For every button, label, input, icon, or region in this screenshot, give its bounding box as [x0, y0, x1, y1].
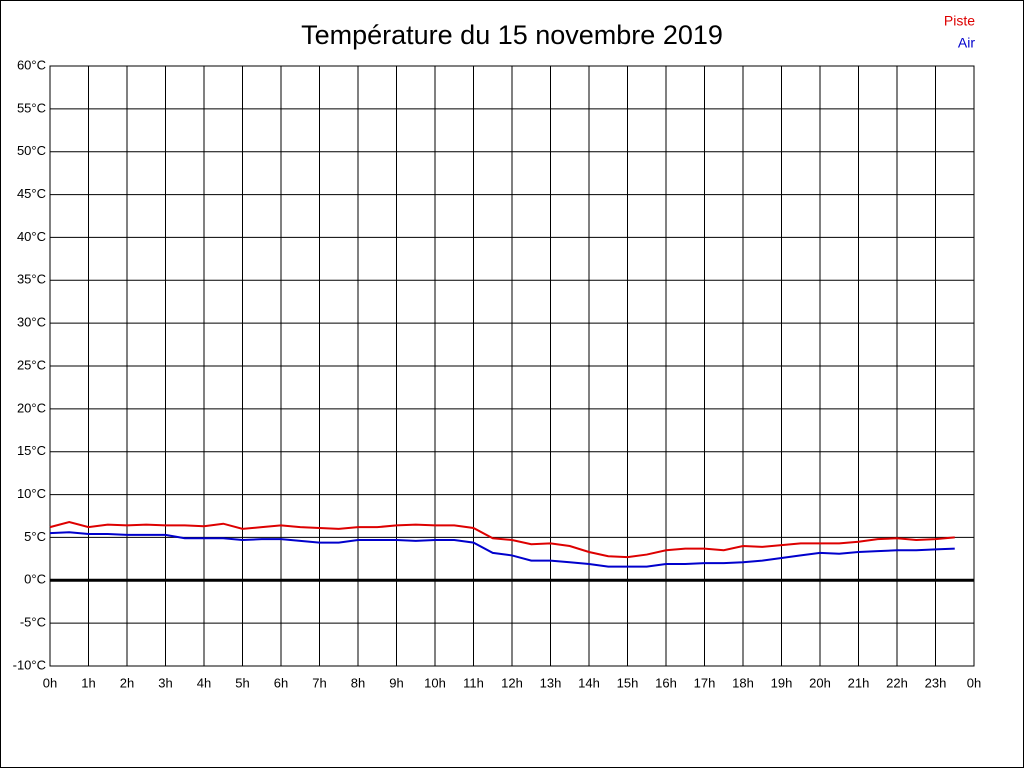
y-tick-label: -10°C [13, 657, 46, 672]
x-tick-label: 23h [925, 675, 947, 690]
x-tick-label: 1h [81, 675, 95, 690]
y-tick-label: 15°C [17, 443, 46, 458]
x-tick-label: 10h [424, 675, 446, 690]
chart-title: Température du 15 novembre 2019 [301, 20, 723, 50]
y-tick-label: 5°C [24, 529, 46, 544]
y-tick-label: 25°C [17, 357, 46, 372]
x-tick-label: 21h [848, 675, 870, 690]
y-tick-label: 10°C [17, 486, 46, 501]
legend-entry: Air [958, 35, 975, 51]
x-tick-label: 22h [886, 675, 908, 690]
line [49, 531, 955, 568]
y-tick-label: 20°C [17, 400, 46, 415]
x-tick-label: 3h [158, 675, 172, 690]
x-tick-label: 0h [967, 675, 981, 690]
x-tick-label: 14h [578, 675, 600, 690]
x-tick-label: 2h [120, 675, 134, 690]
x-tick-label: 4h [197, 675, 211, 690]
y-tick-label: 55°C [17, 100, 46, 115]
y-tick-label: 40°C [17, 229, 46, 244]
x-tick-label: 6h [274, 675, 288, 690]
x-tick-label: 20h [809, 675, 831, 690]
y-tick-label: 0°C [24, 572, 46, 587]
y-tick-label: 35°C [17, 272, 46, 287]
x-tick-label: 19h [771, 675, 793, 690]
y-tick-label: 30°C [17, 315, 46, 330]
x-tick-label: 5h [235, 675, 249, 690]
x-tick-label: 7h [312, 675, 326, 690]
x-tick-label: 8h [351, 675, 365, 690]
x-tick-label: 9h [389, 675, 403, 690]
x-tick-label: 18h [732, 675, 754, 690]
x-tick-label: 11h [463, 675, 484, 690]
y-tick-label: 60°C [17, 57, 46, 72]
x-tick-label: 16h [655, 675, 677, 690]
x-tick-label: 12h [501, 675, 523, 690]
y-tick-label: 50°C [17, 143, 46, 158]
x-tick-label: 15h [617, 675, 639, 690]
legend-entry: Piste [944, 13, 975, 29]
x-tick-label: 17h [694, 675, 716, 690]
line [49, 520, 955, 559]
x-tick-label: 13h [540, 675, 562, 690]
y-tick-label: -5°C [20, 615, 46, 630]
y-tick-label: 45°C [17, 186, 46, 201]
x-tick-label: 0h [43, 675, 57, 690]
